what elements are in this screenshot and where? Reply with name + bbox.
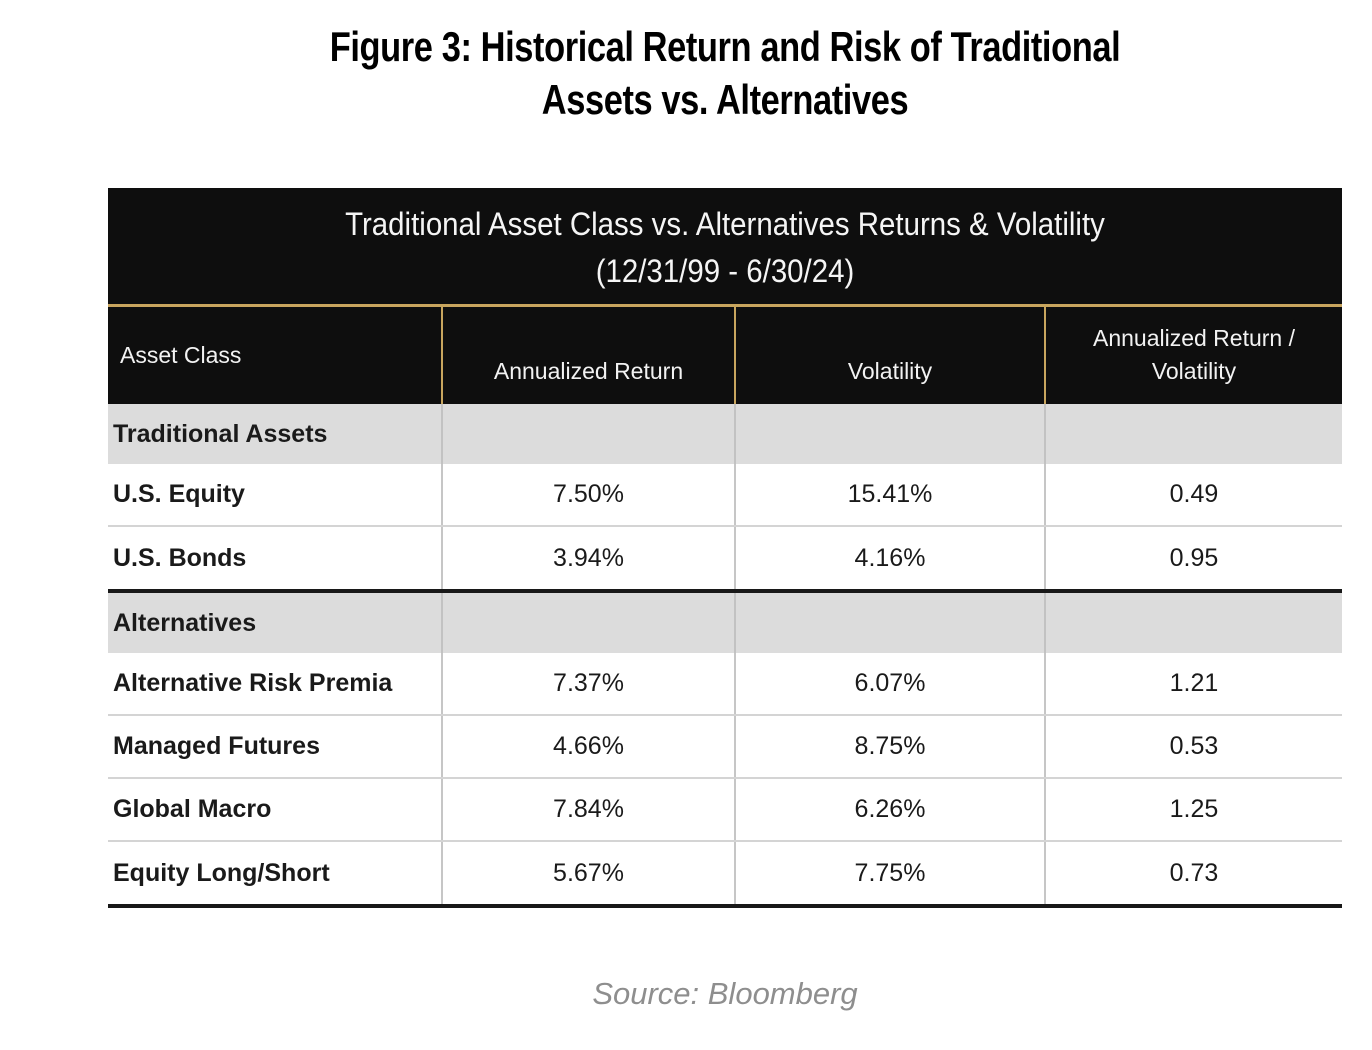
volatility-cell: 15.41% <box>734 464 1044 525</box>
empty-cell <box>441 593 734 653</box>
return-volatility-ratio-cell: 0.49 <box>1044 464 1342 525</box>
section-label: Traditional Assets <box>113 419 328 448</box>
return-volatility-ratio-cell: 1.25 <box>1044 779 1342 840</box>
figure-container: Figure 3: Historical Return and Risk of … <box>108 0 1342 1012</box>
annualized-return-cell: 7.50% <box>441 464 734 525</box>
empty-cell <box>734 593 1044 653</box>
table-title-line2: (12/31/99 - 6/30/24) <box>595 253 855 289</box>
return-volatility-ratio-cell: 0.53 <box>1044 716 1342 777</box>
asset-class-cell: U.S. Equity <box>113 480 245 508</box>
gold-divider <box>108 304 1342 307</box>
return-volatility-ratio-cell: 1.21 <box>1044 653 1342 714</box>
column-header-annualized-return: Annualized Return <box>441 307 734 404</box>
return-volatility-ratio-cell: 0.73 <box>1044 842 1342 904</box>
annualized-return-cell: 7.84% <box>441 779 734 840</box>
section-separator-line <box>108 589 1342 593</box>
table-row-equity-long-short: Equity Long/Short 5.67% 7.75% 0.73 <box>108 842 1342 904</box>
table-bottom-line <box>108 904 1342 908</box>
asset-class-cell: U.S. Bonds <box>113 543 247 572</box>
empty-cell <box>734 404 1044 464</box>
table-row-managed-futures: Managed Futures 4.66% 8.75% 0.53 <box>108 716 1342 779</box>
source-attribution: Source: Bloomberg <box>592 976 858 1011</box>
return-volatility-ratio-cell: 0.95 <box>1044 527 1342 589</box>
column-header-row: Asset Class Annualized Return Volatility… <box>108 307 1342 404</box>
empty-cell <box>1044 593 1342 653</box>
volatility-cell: 7.75% <box>734 842 1044 904</box>
annualized-return-cell: 7.37% <box>441 653 734 714</box>
asset-class-cell: Global Macro <box>113 795 272 823</box>
empty-cell <box>441 404 734 464</box>
table-row-alternative-risk-premia: Alternative Risk Premia 7.37% 6.07% 1.21 <box>108 653 1342 716</box>
asset-class-cell: Managed Futures <box>113 732 320 760</box>
table-title-line1: Traditional Asset Class vs. Alternatives… <box>345 206 1105 242</box>
column-header-return-volatility-ratio: Annualized Return / Volatility <box>1044 307 1342 404</box>
column-header-asset-class: Asset Class <box>120 342 242 368</box>
figure-title-line1: Figure 3: Historical Return and Risk of … <box>329 23 1121 70</box>
section-row-alternatives: Alternatives <box>108 593 1342 653</box>
volatility-cell: 6.26% <box>734 779 1044 840</box>
volatility-cell: 4.16% <box>734 527 1044 589</box>
table-row-global-macro: Global Macro 7.84% 6.26% 1.25 <box>108 779 1342 842</box>
volatility-cell: 6.07% <box>734 653 1044 714</box>
returns-volatility-table: Traditional Asset Class vs. Alternatives… <box>108 188 1342 908</box>
table-row-us-equity: U.S. Equity 7.50% 15.41% 0.49 <box>108 464 1342 527</box>
column-header-volatility: Volatility <box>734 307 1044 404</box>
annualized-return-cell: 3.94% <box>441 527 734 589</box>
asset-class-cell: Alternative Risk Premia <box>113 669 393 697</box>
empty-cell <box>1044 404 1342 464</box>
table-row-us-bonds: U.S. Bonds 3.94% 4.16% 0.95 <box>108 527 1342 589</box>
annualized-return-cell: 5.67% <box>441 842 734 904</box>
table-title-banner: Traditional Asset Class vs. Alternatives… <box>108 188 1342 304</box>
figure-title: Figure 3: Historical Return and Risk of … <box>219 0 1231 126</box>
section-row-traditional-assets: Traditional Assets <box>108 404 1342 464</box>
volatility-cell: 8.75% <box>734 716 1044 777</box>
figure-title-line2: Assets vs. Alternatives <box>541 76 909 123</box>
section-label: Alternatives <box>113 608 257 637</box>
asset-class-cell: Equity Long/Short <box>113 858 330 887</box>
annualized-return-cell: 4.66% <box>441 716 734 777</box>
